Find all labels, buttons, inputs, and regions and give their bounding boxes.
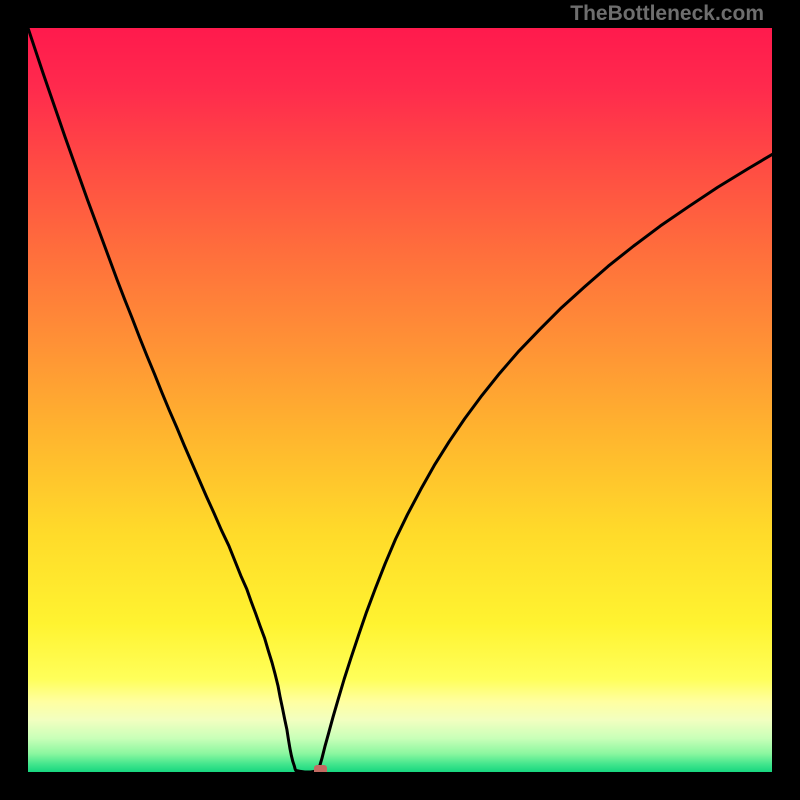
gradient-background [28,28,772,772]
chart-frame: TheBottleneck.com [0,0,800,800]
watermark-label: TheBottleneck.com [570,2,764,26]
chart-curve-svg [28,28,772,772]
bottleneck-marker [314,765,327,772]
plot-area [28,28,772,772]
